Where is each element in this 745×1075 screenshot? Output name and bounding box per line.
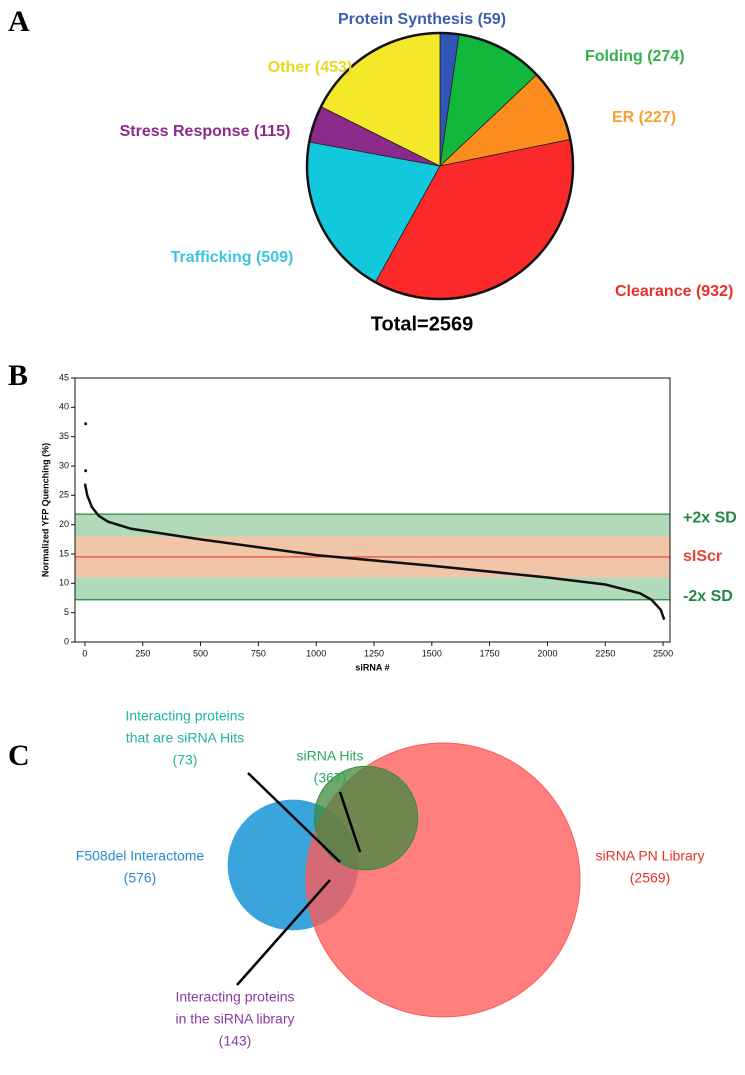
y-tick-label: 15 (59, 548, 69, 558)
y-tick-label: 45 (59, 372, 69, 382)
overlap-label: Interacting proteins (175, 989, 294, 1005)
x-tick-label: 1500 (422, 648, 442, 658)
y-tick-label: 20 (59, 519, 69, 529)
slice-label: Other (453) (268, 59, 352, 76)
x-tick-label: 0 (82, 648, 87, 658)
y-tick-label: 25 (59, 490, 69, 500)
slice-label: Trafficking (509) (171, 249, 294, 266)
y-tick-label: 5 (64, 607, 69, 617)
x-tick-label: 1000 (306, 648, 326, 658)
set-label: siRNA Hits (297, 748, 364, 764)
slice-label: Stress Response (115) (120, 123, 291, 140)
set-label: (2569) (630, 870, 670, 886)
x-axis-label: siRNA # (355, 662, 389, 672)
slice-label: Folding (274) (585, 48, 685, 65)
slice-label: Protein Synthesis (59) (338, 11, 506, 28)
data-point (84, 469, 88, 473)
set-label: siRNA PN Library (596, 848, 705, 864)
x-tick-label: 2000 (537, 648, 557, 658)
overlap-label: (73) (173, 752, 198, 768)
total-label: Total=2569 (371, 313, 473, 335)
pie-outline (305, 31, 575, 301)
x-tick-label: 750 (251, 648, 266, 658)
overlap-leader (247, 772, 341, 863)
overlap-label: Interacting proteins (125, 708, 244, 724)
reference-label: +2x SD (683, 509, 737, 526)
y-tick-label: 0 (64, 636, 69, 646)
x-tick-label: 250 (135, 648, 150, 658)
x-tick-label: 2500 (653, 648, 673, 658)
overlap-leader (236, 879, 331, 986)
slice-label: ER (227) (612, 109, 676, 126)
y-axis-label: Normalized YFP Quenching (%) (40, 443, 50, 577)
reference-label: sIScr (683, 548, 722, 565)
overlap-label: in the siRNA library (175, 1011, 294, 1027)
panel-label: C (8, 739, 30, 772)
x-tick-label: 1750 (480, 648, 500, 658)
hits-leader (338, 791, 362, 853)
set-label: F508del Interactome (76, 848, 205, 864)
x-tick-label: 1250 (364, 648, 384, 658)
data-point (84, 422, 88, 426)
panel-label: A (8, 5, 30, 38)
reference-label: -2x SD (683, 588, 733, 605)
plot-frame (74, 377, 671, 643)
data-line (83, 483, 666, 621)
slice-label: Clearance (932) (615, 283, 733, 300)
y-tick-label: 40 (59, 402, 69, 412)
x-tick-label: 500 (193, 648, 208, 658)
y-tick-label: 35 (59, 431, 69, 441)
x-tick-label: 2250 (595, 648, 615, 658)
set-label: (576) (124, 870, 157, 886)
y-tick-label: 10 (59, 578, 69, 588)
overlap-label: that are siRNA Hits (126, 730, 244, 746)
y-tick-label: 30 (59, 460, 69, 470)
set-label: (367) (314, 770, 347, 786)
panel-label: B (8, 359, 28, 392)
overlap-label: (143) (219, 1033, 252, 1049)
